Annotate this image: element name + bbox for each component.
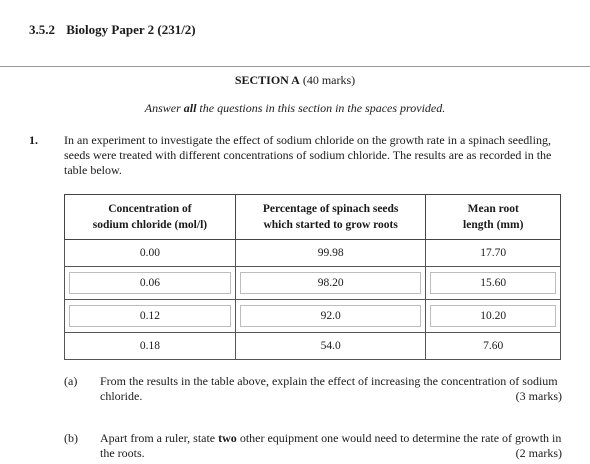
table-cell: 7.60 bbox=[425, 332, 561, 360]
table-row: 0.00 99.98 17.70 bbox=[64, 239, 561, 267]
table-row: 0.12 92.0 10.20 bbox=[64, 299, 561, 333]
table-cell: 99.98 bbox=[234, 239, 427, 267]
table-row: 0.18 54.0 7.60 bbox=[64, 332, 561, 360]
header-divider bbox=[0, 66, 590, 67]
table-cell: 0.18 bbox=[64, 332, 236, 360]
part-b-text: Apart from a ruler, state two other equi… bbox=[100, 431, 562, 461]
table-cell: 0.12 bbox=[69, 305, 231, 327]
table-cell-box: 0.06 bbox=[64, 266, 236, 300]
table-cell: 98.20 bbox=[239, 272, 422, 294]
part-b-text-bold: two bbox=[218, 431, 237, 445]
section-name: SECTION A bbox=[234, 73, 300, 87]
instructions-bold: all bbox=[183, 101, 197, 115]
part-b-text-pre: Apart from a ruler, state bbox=[100, 431, 219, 445]
header-line: Concentration of bbox=[108, 203, 192, 215]
header-line: which started to grow roots bbox=[263, 219, 398, 231]
table-cell: 0.06 bbox=[69, 272, 231, 294]
table-header-row: Concentration of sodium chloride (mol/l)… bbox=[64, 194, 561, 240]
header-line: Mean root bbox=[467, 203, 519, 215]
question-number: 1. bbox=[29, 133, 38, 147]
header-concentration: Concentration of sodium chloride (mol/l) bbox=[64, 194, 236, 240]
table-cell-box: 15.60 bbox=[425, 266, 561, 300]
section-marks: (40 marks) bbox=[302, 73, 356, 87]
table-cell: 92.0 bbox=[239, 305, 422, 327]
header-root-length: Mean root length (mm) bbox=[425, 194, 561, 240]
part-b-text-post: other equipment one would need to determ… bbox=[100, 431, 562, 460]
table-cell-box: 92.0 bbox=[234, 299, 427, 333]
part-a-label: (a) bbox=[64, 374, 78, 388]
table-cell-box: 98.20 bbox=[234, 266, 427, 300]
section-instructions: Answer all the questions in this section… bbox=[0, 101, 590, 116]
paper-title: Biology Paper 2 (231/2) bbox=[66, 22, 196, 37]
table-cell: 0.00 bbox=[64, 239, 236, 267]
instructions-post: the questions in this section in the spa… bbox=[196, 101, 446, 115]
table-cell: 10.20 bbox=[430, 305, 556, 327]
header-line: length (mm) bbox=[463, 219, 524, 231]
table-cell: 54.0 bbox=[234, 332, 427, 360]
instructions-pre: Answer bbox=[144, 101, 184, 115]
table-cell-box: 10.20 bbox=[425, 299, 561, 333]
header-line: Percentage of spinach seeds bbox=[262, 203, 399, 215]
part-a-text: From the results in the table above, exp… bbox=[100, 374, 558, 403]
section-title: SECTION A (40 marks) bbox=[0, 73, 590, 88]
section-number: 3.5.2 bbox=[29, 22, 55, 37]
table-cell: 17.70 bbox=[425, 239, 561, 267]
header-percentage: Percentage of spinach seeds which starte… bbox=[234, 194, 427, 240]
page-header: 3.5.2 Biology Paper 2 (231/2) bbox=[29, 22, 196, 38]
part-b-marks: (2 marks) bbox=[515, 446, 562, 460]
part-b-label: (b) bbox=[64, 431, 78, 445]
part-a-marks: (3 marks) bbox=[515, 389, 562, 403]
table-cell: 15.60 bbox=[430, 272, 556, 294]
header-line: sodium chloride (mol/l) bbox=[92, 219, 208, 231]
results-table: Concentration of sodium chloride (mol/l)… bbox=[64, 194, 561, 360]
table-row: 0.06 98.20 15.60 bbox=[64, 266, 561, 300]
table-cell-box: 0.12 bbox=[64, 299, 236, 333]
question-text: In an experiment to investigate the effe… bbox=[64, 133, 552, 177]
